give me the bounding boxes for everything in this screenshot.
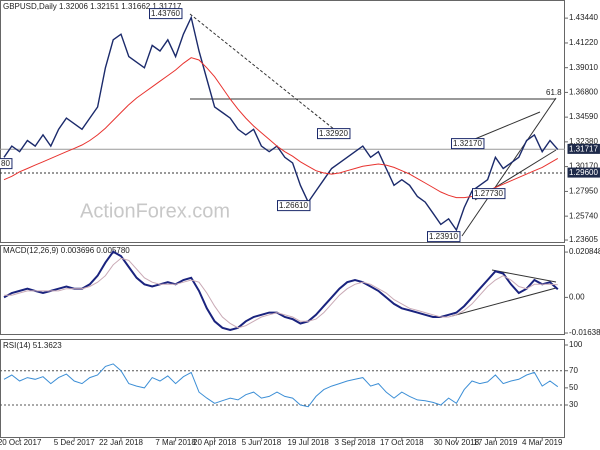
price-annotation: 1.26610 bbox=[279, 201, 308, 210]
x-tick-label: 7 Mar 2018 bbox=[155, 438, 196, 447]
rsi-title: RSI(14) 51.3623 bbox=[3, 341, 62, 350]
y-tick-label: 1.25740 bbox=[569, 211, 598, 220]
x-tick-label: 20 Apr 2018 bbox=[193, 438, 237, 447]
y-tick-label: 1.39010 bbox=[569, 63, 598, 72]
macd-trend-line bbox=[491, 269, 557, 283]
price-annotation: 1.43760 bbox=[151, 9, 180, 18]
x-tick-label: 5 Dec 2017 bbox=[54, 438, 95, 447]
x-tick-label: 3 Sep 2018 bbox=[335, 438, 376, 447]
y-tick-label: 1.27950 bbox=[569, 187, 598, 196]
trend-line bbox=[189, 13, 346, 139]
y-tick-label: 1.41220 bbox=[569, 38, 598, 47]
label-box bbox=[472, 188, 506, 200]
y-tick-label: 1.36800 bbox=[569, 88, 598, 97]
price-annotation: 80 bbox=[1, 159, 10, 168]
channel-line bbox=[469, 111, 541, 142]
label-box bbox=[317, 128, 351, 140]
label-box bbox=[277, 200, 311, 212]
x-tick-label: 22 Jan 2018 bbox=[99, 438, 144, 447]
y-tick-label: 30 bbox=[569, 400, 578, 409]
label-box bbox=[567, 143, 600, 154]
series-line bbox=[3, 363, 559, 408]
price-annotation: 1.27730 bbox=[474, 189, 503, 198]
y-tick-label: 1.43440 bbox=[569, 13, 598, 22]
x-tick-label: 20 Oct 2017 bbox=[0, 438, 42, 447]
y-tick-label: 70 bbox=[569, 366, 578, 375]
series-line bbox=[3, 15, 559, 232]
series-line bbox=[3, 57, 559, 199]
label-box bbox=[427, 231, 461, 243]
label-box bbox=[0, 158, 13, 170]
price-tag: 1.31717 bbox=[569, 144, 598, 153]
x-tick-label: 5 Jun 2018 bbox=[242, 438, 282, 447]
macd-title: MACD(12,26,9) 0.003696 0.005780 bbox=[3, 246, 130, 255]
y-tick-label: 100 bbox=[569, 340, 583, 349]
rsi-frame bbox=[0, 339, 565, 438]
y-tick-label: 50 bbox=[569, 383, 578, 392]
x-tick-label: 17 Oct 2018 bbox=[380, 438, 424, 447]
price-annotation: 61.8 bbox=[546, 88, 562, 97]
series-line bbox=[3, 250, 559, 332]
y-tick-label: 1.23605 bbox=[569, 235, 598, 244]
macd-trend-line bbox=[451, 287, 557, 317]
macd-frame bbox=[0, 245, 565, 335]
label-box bbox=[567, 167, 600, 178]
watermark: ActionForex.com bbox=[80, 200, 230, 222]
label-box bbox=[451, 138, 485, 150]
x-tick-label: 17 Jan 2019 bbox=[473, 438, 518, 447]
x-tick-label: 30 Nov 2018 bbox=[434, 438, 480, 447]
y-tick-label: 1.30170 bbox=[569, 162, 598, 171]
y-tick-label: 1.32380 bbox=[569, 137, 598, 146]
x-tick-label: 4 Mar 2019 bbox=[522, 438, 563, 447]
series-line bbox=[4, 257, 558, 329]
price-annotation: 1.23910 bbox=[429, 232, 458, 241]
price-frame bbox=[0, 0, 565, 243]
y-tick-label: 1.34590 bbox=[569, 112, 598, 121]
price-tag: 1.29600 bbox=[569, 168, 598, 177]
price-annotation: 1.32170 bbox=[453, 139, 482, 148]
price-annotation: 1.32920 bbox=[319, 129, 348, 138]
chart-title: GBPUSD,Daily 1.32006 1.32151 1.31662 1.3… bbox=[3, 2, 182, 11]
y-tick-label: 0.00 bbox=[569, 293, 585, 302]
label-box bbox=[149, 8, 183, 20]
channel-line bbox=[461, 97, 557, 237]
y-tick-label: 0.020848 bbox=[569, 247, 600, 256]
y-tick-label: -0.016389 bbox=[569, 328, 600, 337]
x-tick-label: 19 Jul 2018 bbox=[288, 438, 330, 447]
